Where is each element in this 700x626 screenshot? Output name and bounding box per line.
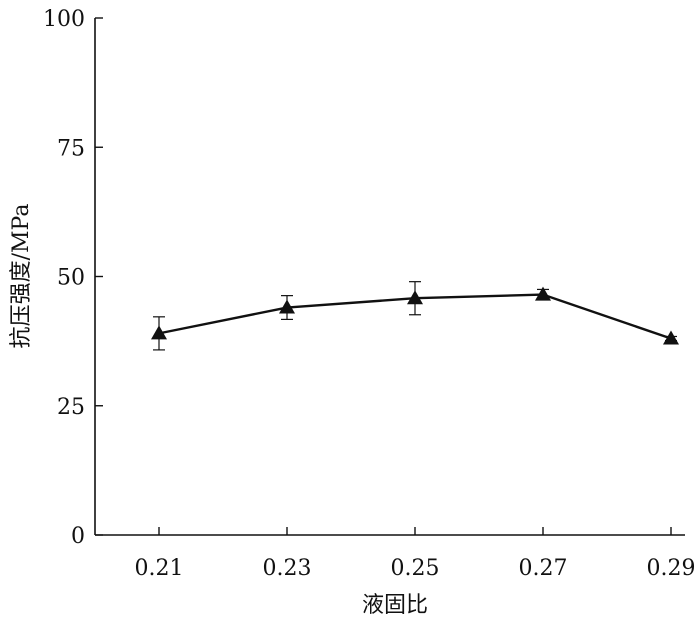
data-point-triangle-4 (663, 330, 679, 345)
y-tick-label-50: 50 (57, 266, 85, 291)
x-axis-title: 液固比 (362, 593, 428, 618)
x-tick-label-0.25: 0.25 (391, 556, 440, 581)
x-tick-label-0.27: 0.27 (519, 556, 568, 581)
data-point-triangle-0 (151, 325, 167, 340)
data-point-triangle-2 (407, 290, 423, 305)
data-point-triangle-1 (279, 299, 295, 314)
x-tick-label-0.29: 0.29 (647, 556, 696, 581)
y-tick-label-75: 75 (57, 136, 85, 161)
data-point-triangle-3 (535, 286, 551, 301)
x-tick-label-0.21: 0.21 (135, 556, 184, 581)
x-tick-label-0.23: 0.23 (263, 556, 312, 581)
y-tick-label-0: 0 (71, 524, 85, 549)
axes (94, 18, 685, 536)
y-tick-label-25: 25 (57, 395, 85, 420)
x-ticks: 0.21 0.23 0.25 0.27 0.29 (135, 527, 696, 581)
y-axis-title: 抗压强度/MPa (9, 204, 34, 349)
y-tick-label-100: 100 (43, 7, 85, 32)
y-ticks: 0 25 50 75 100 (43, 7, 103, 549)
series (151, 281, 679, 351)
